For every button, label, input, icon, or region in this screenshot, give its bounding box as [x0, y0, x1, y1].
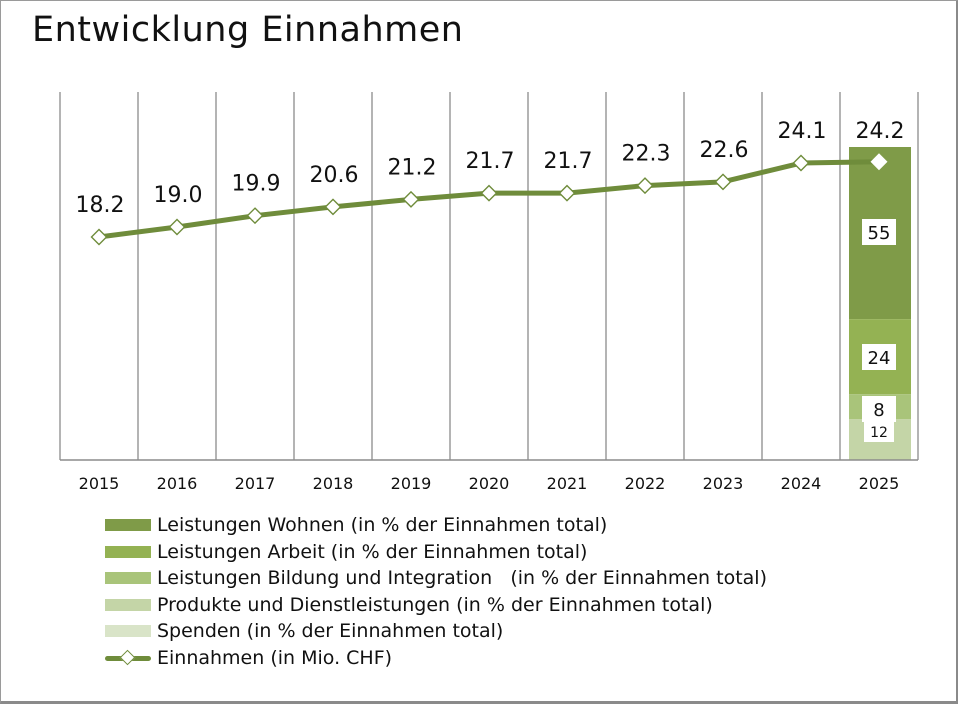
legend-line-marker-icon: [105, 648, 151, 668]
x-tick-label: 2024: [781, 474, 822, 493]
legend-swatch: [105, 545, 151, 558]
x-tick-label: 2025: [859, 474, 900, 493]
line-data-label: 19.0: [154, 183, 203, 208]
bar-label-box: [862, 219, 896, 245]
line-data-label: 21.7: [466, 149, 515, 174]
legend-label: Leistungen Arbeit (in % der Einnahmen to…: [157, 540, 588, 563]
line-data-label: 24.2: [856, 119, 905, 144]
legend-label: Leistungen Bildung und Integration (in %…: [157, 567, 767, 590]
legend-item: Produkte und Dienstleistungen (in % der …: [105, 592, 767, 619]
legend-swatch: [105, 598, 151, 611]
data-point-marker: [714, 173, 732, 191]
data-point-marker: [792, 154, 810, 172]
legend-item: Leistungen Bildung und Integration (in %…: [105, 565, 767, 592]
line-data-label: 22.3: [622, 142, 671, 167]
data-point-marker: [90, 228, 108, 246]
x-tick-label: 2021: [547, 474, 588, 493]
line-data-label: 22.6: [700, 138, 749, 163]
x-tick-label: 2016: [157, 474, 198, 493]
x-tick-label: 2017: [235, 474, 276, 493]
legend-label: Spenden (in % der Einnahmen total): [157, 620, 504, 643]
data-point-marker: [168, 218, 186, 236]
x-tick-label: 2020: [469, 474, 510, 493]
data-point-marker: [480, 184, 498, 202]
legend-label: Einnahmen (in Mio. CHF): [157, 646, 393, 669]
line-data-label: 24.1: [778, 119, 827, 144]
line-data-label: 21.7: [544, 149, 593, 174]
legend-item: Einnahmen (in Mio. CHF): [105, 645, 767, 672]
legend-swatch: [105, 519, 151, 532]
bar-data-label: 55: [868, 223, 891, 244]
data-point-marker: [402, 190, 420, 208]
legend-label: Leistungen Wohnen (in % der Einnahmen to…: [157, 514, 608, 537]
x-tick-label: 2018: [313, 474, 354, 493]
data-point-marker: [558, 184, 576, 202]
line-data-label: 18.2: [76, 193, 125, 218]
data-point-marker: [870, 153, 888, 171]
legend-item: Spenden (in % der Einnahmen total): [105, 618, 767, 645]
bar-data-label: 12: [870, 425, 888, 441]
legend-swatch: [105, 572, 151, 585]
x-tick-label: 2019: [391, 474, 432, 493]
line-data-label: 21.2: [388, 155, 437, 180]
data-point-marker: [636, 177, 654, 195]
data-point-marker: [246, 207, 264, 225]
bar-label-box: [864, 422, 894, 442]
bar-data-label: 24: [868, 348, 891, 369]
legend-item: Leistungen Wohnen (in % der Einnahmen to…: [105, 512, 767, 539]
bar-label-box: [862, 396, 896, 422]
legend-label: Produkte und Dienstleistungen (in % der …: [157, 593, 713, 616]
line-data-label: 20.6: [310, 163, 359, 188]
chart-title: Entwicklung Einnahmen: [32, 10, 464, 50]
x-tick-label: 2022: [625, 474, 666, 493]
legend-swatch: [105, 625, 151, 638]
legend-item: Leistungen Arbeit (in % der Einnahmen to…: [105, 539, 767, 566]
bar-label-box: [862, 344, 896, 370]
data-point-marker: [324, 198, 342, 216]
line-data-label: 19.9: [232, 172, 281, 197]
legend: Leistungen Wohnen (in % der Einnahmen to…: [105, 512, 767, 671]
x-tick-label: 2015: [79, 474, 120, 493]
x-tick-label: 2023: [703, 474, 744, 493]
bar-data-label: 8: [873, 400, 884, 421]
